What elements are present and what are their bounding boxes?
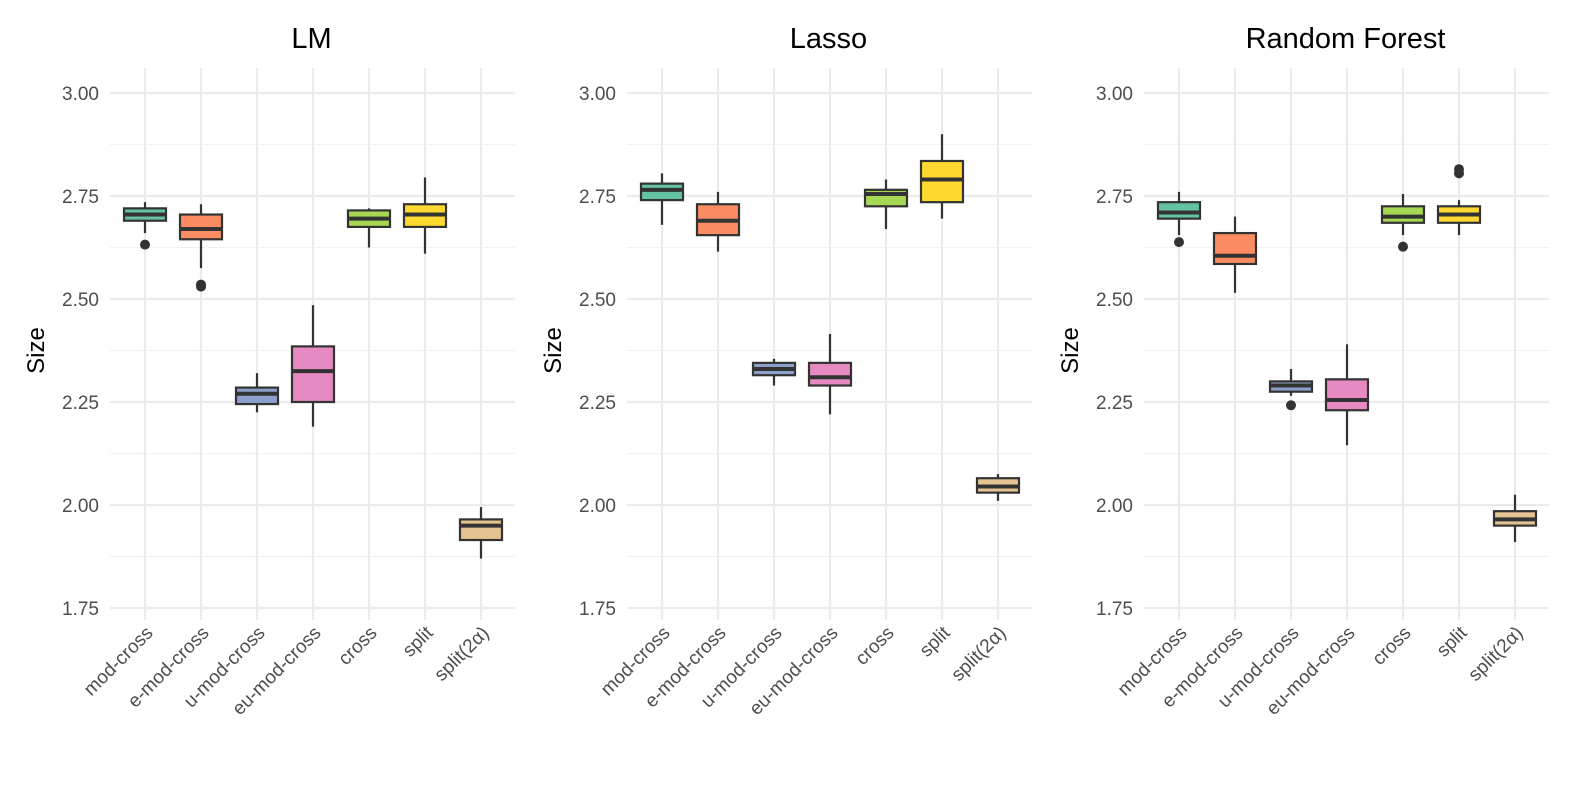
box-eu-mod-cross <box>290 305 336 427</box>
box-mod-cross <box>1156 191 1202 248</box>
box-u-mod-cross <box>1268 369 1314 411</box>
box-split <box>402 177 448 254</box>
box-cross <box>346 208 392 248</box>
y-tick-label: 2.00 <box>579 496 616 517</box>
box-mod-cross <box>122 202 168 250</box>
box-iqr <box>234 386 280 406</box>
x-tick-label: cross <box>852 623 899 670</box>
box-eu-mod-cross <box>1324 344 1370 446</box>
box-u-mod-cross <box>751 358 797 386</box>
y-tick-label: 3.00 <box>579 84 616 105</box>
box-eu-mod-cross <box>807 334 853 415</box>
box-iqr <box>290 345 336 404</box>
x-tick-label: cross <box>1369 623 1416 670</box>
panel-random-forest: 3.00 2.75 2.50 2.25 2.00 1.75 Random Forest Siz… <box>1057 23 1549 720</box>
panel-lasso: 3.002.752.502.252.001.75LassoSizemod-cro… <box>540 23 1032 720</box>
y-tick-label: 2.25 <box>62 393 99 414</box>
box-cross <box>1380 193 1426 252</box>
outlier-point <box>196 281 206 292</box>
y-tick-label: 1.75 <box>62 599 99 620</box>
y-tick-label: 2.50 <box>579 290 616 311</box>
y-tick-label: 2.00 <box>1096 496 1133 517</box>
box-split-2 <box>458 507 504 559</box>
outlier-point <box>1398 241 1408 252</box>
y-tick-label: 2.25 <box>1096 393 1133 414</box>
x-tick-label: split(2α) <box>948 623 1011 686</box>
panel-lm: 3.002.752.502.252.001.75LMSizemod-crosse… <box>23 23 515 720</box>
box-iqr <box>1380 205 1426 224</box>
x-tick-label: split <box>916 622 955 661</box>
box-iqr <box>1156 201 1202 220</box>
box-mod-cross <box>639 173 685 225</box>
box-iqr <box>178 213 224 241</box>
y-axis-label: Size <box>1057 327 1084 374</box>
box-split <box>1436 164 1482 236</box>
y-tick-label: 2.50 <box>1096 290 1133 311</box>
box-iqr <box>639 182 685 202</box>
y-tick-label: 2.75 <box>579 187 616 208</box>
x-tick-label: split(2α) <box>431 623 494 686</box>
box-split <box>919 134 965 219</box>
box-split-2 <box>975 474 1021 501</box>
outlier-point <box>1454 168 1464 179</box>
x-tick-label: split <box>399 622 438 661</box>
panel-title: Random Forest <box>1246 23 1446 55</box>
outlier-point <box>1174 237 1184 248</box>
x-tick-label: split(2α) <box>1465 623 1528 686</box>
box-e-mod-cross <box>178 204 224 292</box>
x-tick-label: cross <box>335 623 382 670</box>
panel-title: Lasso <box>790 23 867 55</box>
x-tick-label: split <box>1433 622 1472 661</box>
box-iqr <box>919 159 965 204</box>
outlier-point <box>1286 400 1296 411</box>
box-iqr <box>807 361 853 387</box>
box-iqr <box>1212 231 1258 266</box>
y-tick-label: 3.00 <box>1096 84 1133 105</box>
box-iqr <box>458 518 504 542</box>
panel-title: LM <box>291 23 331 55</box>
box-split-2 <box>1492 494 1538 543</box>
box-e-mod-cross <box>1212 216 1258 293</box>
y-tick-label: 2.25 <box>579 393 616 414</box>
y-tick-label: 2.50 <box>62 290 99 311</box>
y-tick-label: 3.00 <box>62 84 99 105</box>
y-axis-label: Size <box>23 327 50 374</box>
y-axis-label: Size <box>540 327 567 374</box>
y-tick-label: 2.00 <box>62 496 99 517</box>
outlier-point <box>140 239 150 250</box>
y-tick-label: 1.75 <box>1096 599 1133 620</box>
y-tick-label: 1.75 <box>579 599 616 620</box>
box-iqr <box>1324 378 1370 412</box>
box-e-mod-cross <box>695 191 741 252</box>
y-tick-label: 2.75 <box>62 187 99 208</box>
box-cross <box>863 179 909 229</box>
box-u-mod-cross <box>234 373 280 413</box>
y-tick-label: 2.75 <box>1096 187 1133 208</box>
